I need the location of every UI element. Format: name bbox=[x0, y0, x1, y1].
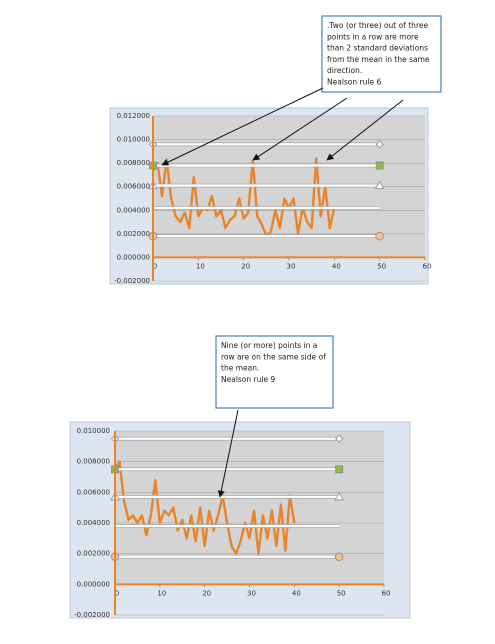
y-tick-label: 0.010000 bbox=[77, 427, 110, 435]
marker bbox=[375, 232, 384, 241]
annotation-text: Nealson rule 9 bbox=[221, 375, 275, 384]
y-tick-label: -0.002000 bbox=[114, 277, 150, 285]
annotation-text: Nealson rule 6 bbox=[327, 78, 381, 87]
marker bbox=[374, 180, 385, 189]
annotation-arrow bbox=[217, 409, 239, 498]
x-tick-label: 30 bbox=[247, 589, 256, 597]
annotation-text: points in a row are more bbox=[327, 32, 419, 41]
annotation-box bbox=[215, 335, 334, 409]
y-tick-label: 0.000000 bbox=[77, 580, 110, 588]
x-tick-label: 20 bbox=[241, 262, 250, 270]
y-tick-label: 0.004000 bbox=[117, 206, 150, 214]
y-tick-label: 0.008000 bbox=[117, 159, 150, 167]
y-tick-label: 0.002000 bbox=[77, 550, 110, 558]
x-tick-label: 50 bbox=[377, 262, 386, 270]
annotation-text: Nine (or more) points in a bbox=[221, 341, 317, 350]
x-tick-label: 0 bbox=[153, 262, 157, 270]
marker bbox=[375, 140, 384, 149]
annotation-text: from the mean in the same bbox=[327, 55, 430, 64]
x-tick-label: 20 bbox=[202, 589, 211, 597]
annotation-text: .Two (or three) out of three bbox=[327, 21, 428, 30]
x-tick-label: 40 bbox=[292, 589, 301, 597]
chart: -0.002000 0.000000 0.002000 0.004000 0.00600… bbox=[69, 335, 411, 619]
annotation-arrow bbox=[326, 99, 404, 161]
chart: -0.002000 0.000000 0.002000 0.004000 0.00600… bbox=[109, 15, 442, 285]
annotation-arrow bbox=[161, 87, 324, 166]
x-tick-label: 50 bbox=[337, 589, 346, 597]
x-tick-label: 30 bbox=[287, 262, 296, 270]
x-tick-label: 0 bbox=[115, 589, 119, 597]
x-tick-label: 60 bbox=[382, 589, 391, 597]
y-tick-label: 0.006000 bbox=[77, 488, 110, 496]
annotation-text: row are on the same side of bbox=[221, 352, 326, 361]
data-line bbox=[113, 460, 296, 555]
y-tick-label: 0.012000 bbox=[117, 112, 150, 120]
marker bbox=[335, 434, 344, 443]
annotation-text: the mean. bbox=[221, 364, 259, 373]
y-tick-label: -0.002000 bbox=[74, 611, 110, 619]
x-tick-label: 10 bbox=[196, 262, 205, 270]
marker bbox=[375, 161, 384, 170]
annotation-text: than 2 standard deviations bbox=[327, 44, 428, 53]
y-tick-label: 0.006000 bbox=[117, 183, 150, 191]
y-tick-label: 0.004000 bbox=[77, 519, 110, 527]
annotation-box bbox=[321, 15, 442, 93]
y-tick-label: 0.000000 bbox=[117, 253, 150, 261]
x-tick-label: 10 bbox=[157, 589, 166, 597]
y-tick-label: 0.002000 bbox=[117, 230, 150, 238]
data-line bbox=[151, 157, 336, 238]
x-tick-label: 60 bbox=[423, 262, 432, 270]
plot-area bbox=[115, 431, 384, 585]
annotation-text: direction. bbox=[327, 66, 362, 75]
marker bbox=[334, 552, 344, 561]
marker bbox=[335, 465, 344, 474]
annotation-arrow bbox=[252, 97, 348, 161]
y-tick-label: 0.010000 bbox=[117, 136, 150, 144]
x-tick-label: 40 bbox=[332, 262, 341, 270]
marker bbox=[334, 492, 344, 501]
y-tick-label: 0.008000 bbox=[77, 458, 110, 466]
